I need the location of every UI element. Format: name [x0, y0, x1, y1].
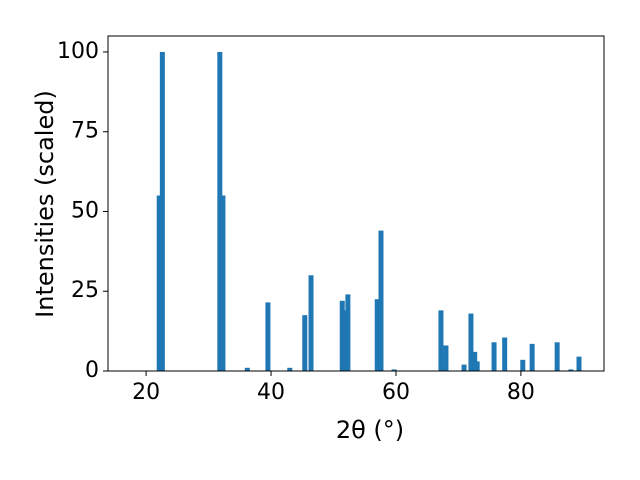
y-axis-label: Intensities (scaled) — [31, 90, 59, 318]
bar — [159, 51, 165, 371]
x-axis-label: 2θ (°) — [336, 416, 404, 444]
bar — [156, 195, 162, 371]
bar — [374, 299, 380, 371]
bar — [491, 342, 497, 371]
bar — [468, 313, 474, 371]
bar — [438, 310, 444, 371]
bar — [576, 356, 582, 371]
y-tick-label: 75 — [71, 119, 99, 144]
bar — [302, 315, 308, 371]
bar — [554, 342, 560, 371]
bar — [391, 369, 397, 371]
y-tick-label: 100 — [57, 39, 99, 64]
bar — [520, 359, 526, 371]
y-tick-label: 50 — [71, 198, 99, 223]
y-tick-label: 25 — [71, 278, 99, 303]
x-tick-label: 40 — [257, 380, 285, 405]
bar — [502, 337, 508, 371]
plot-frame — [107, 35, 605, 372]
bar — [339, 300, 345, 371]
bar — [244, 367, 250, 371]
x-tick-label: 60 — [382, 380, 410, 405]
bar — [220, 195, 226, 371]
bar — [461, 364, 467, 371]
bar — [378, 230, 384, 371]
bar — [443, 345, 449, 371]
x-tick-label: 20 — [132, 380, 160, 405]
bar — [217, 51, 223, 371]
bar — [568, 369, 574, 371]
bar — [287, 367, 293, 371]
bar — [345, 294, 351, 371]
x-tick-label: 80 — [507, 380, 535, 405]
y-tick-label: 0 — [85, 358, 99, 383]
bar — [308, 275, 314, 371]
bar — [265, 302, 271, 371]
bar — [474, 361, 480, 371]
bar — [529, 343, 535, 371]
